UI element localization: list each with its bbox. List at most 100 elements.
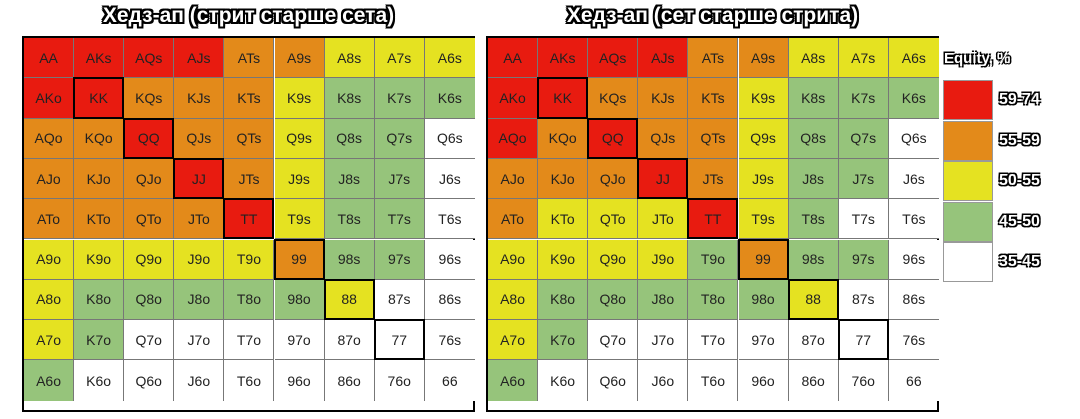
hand-cell: K9o [538, 239, 589, 280]
hand-cell: T9s [274, 199, 325, 240]
chart-title: Хедз-ап (сет старше стрита) [566, 4, 859, 27]
hand-cell: JJ [174, 158, 225, 200]
hand-cell: J8o [638, 279, 689, 321]
hand-cell: AJs [638, 38, 689, 79]
hand-cell: JTs [688, 158, 739, 200]
legend-swatch [943, 120, 993, 161]
legend-label: 50-55 [999, 172, 1040, 189]
hand-cell: A6s [888, 38, 939, 79]
hand-cell: A9s [274, 38, 325, 79]
hand-cell: J6s [888, 158, 939, 200]
hand-cell: J9o [638, 239, 689, 280]
hand-cell: 66 [888, 360, 939, 401]
hand-cell: 77 [374, 320, 425, 361]
hand-cell: JTo [174, 199, 225, 240]
hand-cell: K9s [738, 78, 789, 119]
hand-cell: 96s [888, 239, 939, 280]
hand-cell: 96o [738, 360, 789, 401]
hand-cell: QJo [588, 158, 639, 200]
hand-cell: A7s [374, 38, 425, 79]
hand-cell: 86o [788, 360, 839, 401]
hand-cell: 87s [374, 279, 425, 321]
hand-cell: J6o [638, 360, 689, 401]
hand-cell: AA [488, 38, 539, 79]
hand-cell: JJ [638, 158, 689, 200]
hand-cell: ATo [488, 199, 539, 240]
hand-cell: KQs [588, 78, 639, 119]
hand-cell: T7o [224, 320, 275, 361]
hand-cell: 98s [788, 239, 839, 280]
hand-cell: JTo [638, 199, 689, 240]
hand-cell: K8o [74, 279, 125, 321]
hand-cell: Q9o [588, 239, 639, 280]
hand-cell: T8s [788, 199, 839, 240]
hand-cell: T9s [738, 199, 789, 240]
hand-cell: QTs [688, 118, 739, 159]
hand-cell: KQo [538, 118, 589, 159]
hand-cell: A9s [738, 38, 789, 79]
hand-cell: Q8o [588, 279, 639, 321]
hand-cell: 87s [838, 279, 889, 321]
legend-title: Equity, % [944, 50, 1011, 67]
hand-cell: Q9o [124, 239, 175, 280]
hand-cell: Q7s [374, 118, 425, 159]
hand-cell: QJs [638, 118, 689, 159]
hand-cell: J8o [174, 279, 225, 321]
hand-cell: A7s [838, 38, 889, 79]
hand-cell: KTs [224, 78, 275, 119]
hand-cell: ATo [24, 199, 75, 240]
hand-cell: A6s [424, 38, 475, 79]
hand-cell: ATs [224, 38, 275, 79]
hand-cell: KJs [638, 78, 689, 119]
hand-cell: 98o [738, 279, 789, 321]
hand-cell: Q8s [788, 118, 839, 159]
hand-cell: AKs [538, 38, 589, 79]
hand-cell: J8s [324, 158, 375, 200]
hand-cell: KTs [688, 78, 739, 119]
legend-label: 45-50 [999, 212, 1040, 230]
hand-cell: Q6o [124, 360, 175, 401]
hand-cell: K6s [424, 78, 475, 119]
hand-cell: 88 [788, 279, 839, 321]
hand-cell: 98o [274, 279, 325, 321]
hand-grid: AA AKs AQs AJs ATs A9s A8s A7s A6s AKo KK KQs KJs KTs… [486, 36, 939, 412]
hand-cell: Q7o [124, 320, 175, 361]
hand-cell: 76o [374, 360, 425, 401]
hand-cell: QTs [224, 118, 275, 159]
hand-cell: 98s [324, 239, 375, 280]
hand-cell: T8s [324, 199, 375, 240]
hand-cell: T7s [374, 199, 425, 240]
hand-cell: Q6s [424, 118, 475, 159]
hand-cell: A6o [24, 360, 75, 401]
hand-cell: T6o [224, 360, 275, 401]
hand-grid: AA AKs AQs AJs ATs A9s A8s A7s A6s AKo KK KQs KJs KTs… [22, 36, 475, 412]
hand-cell: K7o [538, 320, 589, 361]
hand-cell: A8s [324, 38, 375, 79]
hand-cell: K7s [838, 78, 889, 119]
hand-cell: 87o [324, 320, 375, 361]
hand-cell: J7s [374, 158, 425, 200]
hand-cell: 97o [738, 320, 789, 361]
hand-cell: QTo [124, 199, 175, 240]
hand-cell: Q9s [738, 118, 789, 159]
hand-cell: AKo [24, 78, 75, 119]
hand-cell: K8s [788, 78, 839, 119]
hand-cell: T7s [838, 199, 889, 240]
hand-cell: 77 [838, 320, 889, 361]
hand-cell: A9o [488, 239, 539, 280]
hand-cell: Q6o [588, 360, 639, 401]
hand-cell: KK [538, 78, 589, 119]
hand-cell: J8s [788, 158, 839, 200]
hand-cell: AQs [588, 38, 639, 79]
hand-cell: Q6s [888, 118, 939, 159]
hand-cell: 86s [424, 279, 475, 321]
hand-cell: A8o [24, 279, 75, 321]
hand-cell: KTo [74, 199, 125, 240]
hand-cell: A8o [488, 279, 539, 321]
hand-cell: T7o [688, 320, 739, 361]
hand-cell: 99 [274, 239, 325, 280]
hand-cell: KQs [124, 78, 175, 119]
chart-title: Хедз-ап (стрит старше сета) [102, 4, 395, 27]
hand-cell: K6o [74, 360, 125, 401]
hand-cell: AA [24, 38, 75, 79]
